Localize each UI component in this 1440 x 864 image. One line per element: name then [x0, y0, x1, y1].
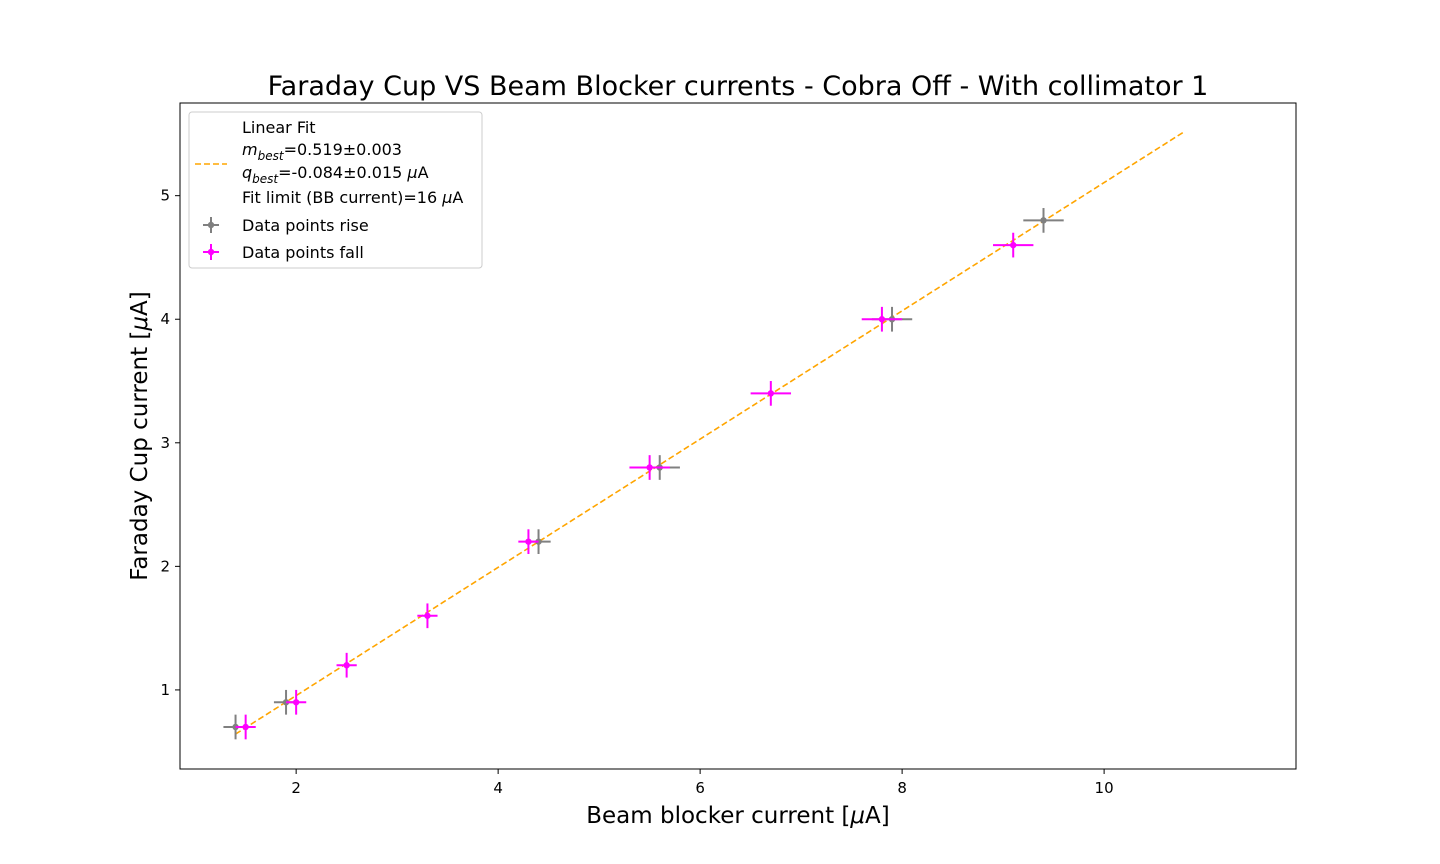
data-point-fall-4: [417, 603, 438, 629]
y-tick-label: 5: [160, 187, 170, 205]
legend-box: [188, 111, 483, 269]
data-point-fall-7: [750, 381, 792, 406]
data-point-fall-5: [518, 529, 539, 555]
data-point-marker: [242, 723, 249, 731]
x-tick-label: 6: [695, 779, 705, 797]
legend: Linear Fit mbest=0.519±0.003 qbest=-0.08…: [188, 111, 483, 269]
y-tick-label: 3: [160, 434, 170, 452]
data-point-rise-6: [1023, 208, 1064, 233]
data-point-fall-9: [993, 232, 1034, 258]
fit-line-layer: [235, 130, 1186, 735]
legend-rise-label: Data points rise: [242, 216, 369, 235]
y-ticks: 1 2 3 4 5: [160, 187, 180, 699]
data-point-marker: [1010, 241, 1017, 249]
legend-fit-title: Linear Fit: [242, 118, 316, 137]
x-tick-label: 4: [493, 779, 503, 797]
x-axis-label: Beam blocker current [μA]: [586, 803, 889, 829]
fit-line: [235, 130, 1186, 735]
data-point-marker: [767, 390, 775, 397]
legend-fall-swatch: [203, 244, 219, 260]
x-tick-label: 8: [897, 779, 907, 797]
data-points-layer: [223, 208, 1064, 740]
swatch-marker: [207, 221, 215, 229]
y-tick-label: 1: [160, 681, 170, 699]
data-point-marker: [646, 464, 653, 471]
data-point-fall-2: [286, 689, 307, 715]
data-point-marker: [292, 699, 300, 706]
legend-fall-label: Data points fall: [242, 243, 364, 262]
data-point-marker: [878, 316, 886, 323]
data-point-marker: [1040, 217, 1047, 224]
data-point-marker: [343, 662, 350, 669]
data-point-fall-6: [629, 455, 670, 480]
legend-fit-intercept: qbest=-0.084±0.015 μA: [242, 163, 429, 186]
legend-rise-swatch: [203, 217, 219, 233]
y-tick-label: 4: [160, 310, 170, 328]
plot-frame: [179, 102, 1297, 770]
swatch-marker: [207, 248, 215, 256]
legend-fit-slope: mbest=0.519±0.003: [242, 140, 402, 163]
y-tick-label: 2: [160, 557, 170, 575]
data-point-marker: [525, 538, 532, 545]
data-point-fall-3: [336, 652, 357, 678]
data-point-fall-8: [861, 306, 903, 332]
x-tick-label: 10: [1095, 779, 1114, 797]
data-point-marker: [282, 699, 290, 706]
data-point-marker: [424, 612, 431, 619]
x-ticks: 2 4 6 8 10: [291, 769, 1114, 797]
x-tick-label: 2: [291, 779, 301, 797]
y-axis-label: Faraday Cup current [μA]: [127, 291, 153, 581]
legend-fit-limit: Fit limit (BB current)=16 μA: [242, 188, 463, 207]
chart-title: Faraday Cup VS Beam Blocker currents - C…: [268, 71, 1209, 102]
data-point-fall-1: [235, 714, 256, 740]
